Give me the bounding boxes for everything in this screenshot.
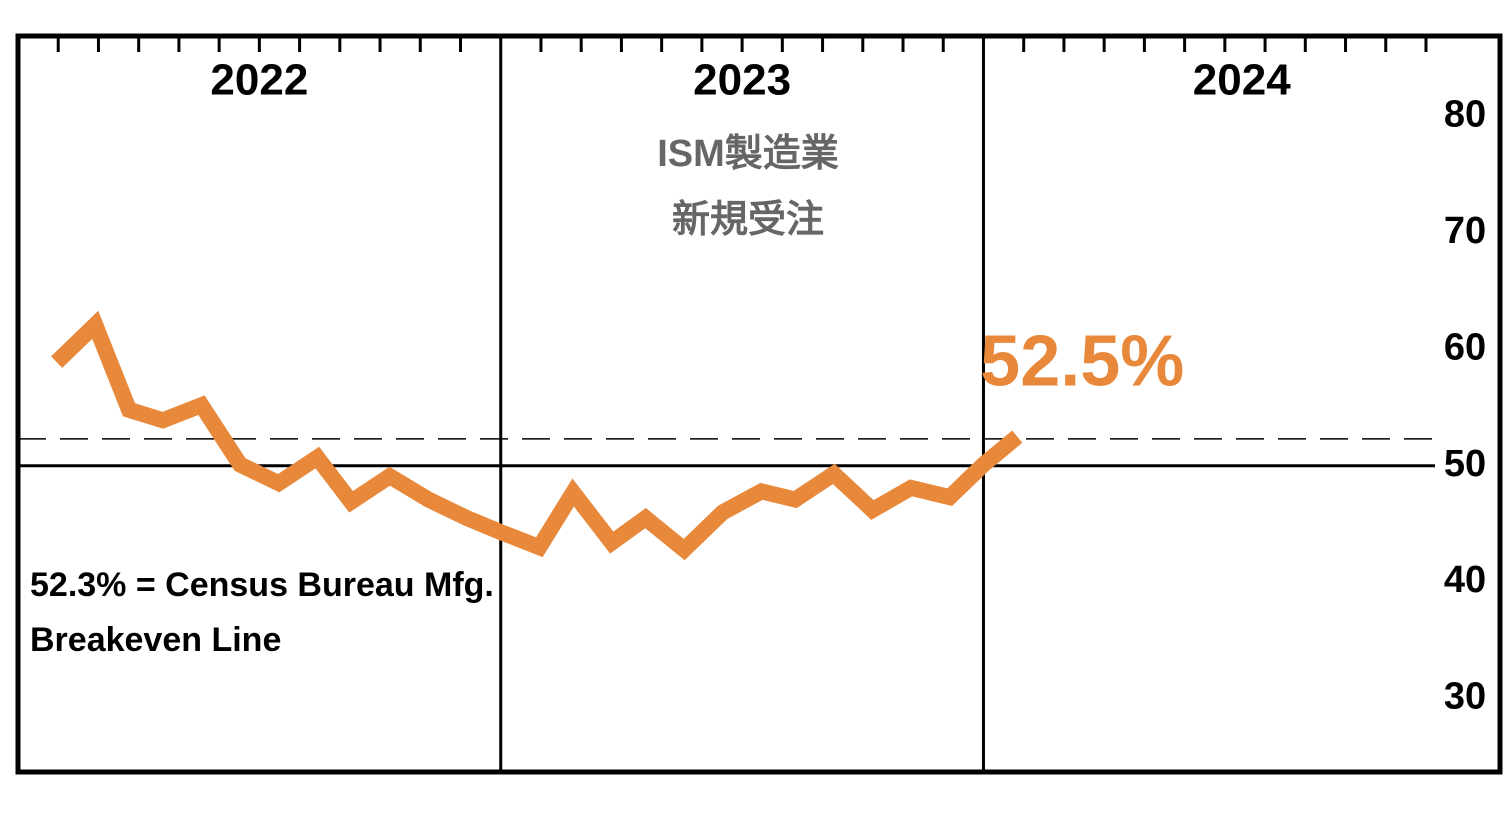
data-line [51, 310, 1023, 561]
y-tick-label: 40 [1444, 559, 1486, 601]
annotation: 52.3% = Census Bureau Mfg. [30, 566, 494, 604]
annotation: Breakeven Line [30, 621, 281, 659]
chart-title: ISM製造業 [657, 133, 839, 175]
y-tick-label: 30 [1444, 676, 1486, 718]
plot-frame [15, 33, 1503, 775]
x-tick-label: 2023 [693, 56, 791, 105]
y-tick-label: 80 [1444, 93, 1486, 135]
y-tick-label: 60 [1444, 326, 1486, 368]
chart-title: 新規受注 [672, 199, 824, 241]
value-label: 52.5% [980, 322, 1184, 402]
x-tick-label: 2024 [1193, 56, 1291, 105]
x-tick-label: 2022 [210, 56, 308, 105]
y-tick-label: 70 [1444, 210, 1486, 252]
y-tick-label: 50 [1444, 443, 1486, 485]
